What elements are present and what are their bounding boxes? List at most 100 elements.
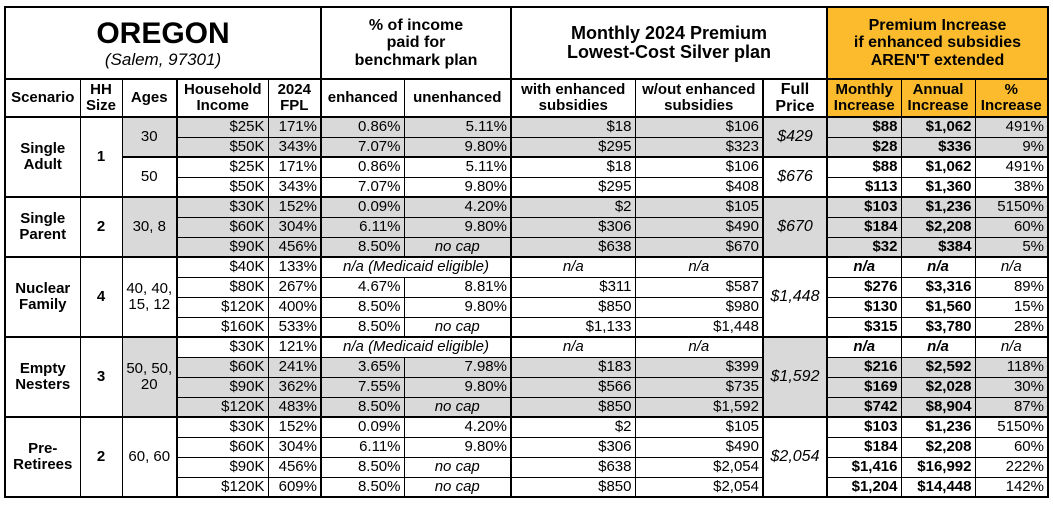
hh-size-value: 3 <box>79 336 123 418</box>
table-cell: 0.09% <box>320 196 405 218</box>
col-header-percent-increase: % Increase <box>974 78 1049 118</box>
table-cell: 121% <box>267 336 322 358</box>
table-cell: $1,062 <box>900 116 976 138</box>
table-cell: $28 <box>826 136 902 158</box>
table-cell: 118% <box>974 356 1049 378</box>
table-cell: 8.50% <box>320 476 405 498</box>
table-cell: 343% <box>267 136 322 158</box>
table-cell: 0.09% <box>320 416 405 438</box>
ages-value: 50 <box>121 156 178 198</box>
table-cell: n/a <box>974 336 1049 358</box>
table-cell: $88 <box>826 116 902 138</box>
region-title: OREGON (Salem, 97301) <box>4 6 322 80</box>
table-cell: $306 <box>510 216 636 238</box>
table-cell: $184 <box>826 216 902 238</box>
table-row: $80K 267% 4.67% 8.81% $311 $587 $276 $3,316 89% <box>5 276 1049 298</box>
table-cell: $490 <box>634 436 764 458</box>
table-cell: $323 <box>634 136 764 158</box>
table-cell: $1,360 <box>900 176 976 198</box>
table-cell: 483% <box>267 396 322 418</box>
table-cell: 28% <box>974 316 1049 338</box>
table-cell: $276 <box>826 276 902 298</box>
hh-size-value: 2 <box>79 196 123 258</box>
table-cell: 456% <box>267 456 322 478</box>
table-cell: $16,992 <box>900 456 976 478</box>
header-premium-group: Monthly 2024 Premium Lowest-Cost Silver … <box>510 6 828 80</box>
table-cell: $1,416 <box>826 456 902 478</box>
table-cell: n/a <box>900 256 976 278</box>
table-cell: $18 <box>510 116 636 138</box>
table-cell: $2,208 <box>900 436 976 458</box>
table-cell: $120K <box>176 476 269 498</box>
table-cell: 4.20% <box>403 196 512 218</box>
scenario-label: Nuclear Family <box>4 256 81 338</box>
table-cell: $1,448 <box>634 316 764 338</box>
table-cell: 60% <box>974 216 1049 238</box>
table-cell: $103 <box>826 416 902 438</box>
table-cell: 171% <box>267 116 322 138</box>
full-price-value: $1,592 <box>762 336 828 418</box>
table-cell: $105 <box>634 416 764 438</box>
table-cell: 9.80% <box>403 436 512 458</box>
hh-size-value: 1 <box>79 116 123 198</box>
table-cell: 491% <box>974 116 1049 138</box>
table-cell: $183 <box>510 356 636 378</box>
table-cell: $2 <box>510 416 636 438</box>
table-cell: $60K <box>176 216 269 238</box>
table-cell: $160K <box>176 316 269 338</box>
table-cell: $587 <box>634 276 764 298</box>
hh-size-value: 4 <box>79 256 123 338</box>
table-row: Pre- Retirees 2 60, 60 $30K 152% 0.09% 4.20% $2… <box>4 416 1049 498</box>
table-cell: 8.50% <box>320 236 405 258</box>
table-cell: $30K <box>176 416 269 438</box>
region-location: (Salem, 97301) <box>104 49 222 69</box>
table-cell: 400% <box>267 296 322 318</box>
table-row: Single Adult 1 30 $25K 171% 0.86% 5.11% $18 $106… <box>4 116 1049 198</box>
table-cell: 456% <box>267 236 322 258</box>
col-header-2024-fpl: 2024 FPL <box>267 78 322 118</box>
table-cell: $80K <box>176 276 269 298</box>
table-cell: 267% <box>267 276 322 298</box>
table-cell: 6.11% <box>320 216 405 238</box>
table-cell: no cap <box>403 236 512 258</box>
table-cell: 222% <box>974 456 1049 478</box>
table-cell: $30K <box>176 196 269 218</box>
table-cell: 533% <box>267 316 322 338</box>
table-cell: $103 <box>826 196 902 218</box>
table-cell: $2,054 <box>634 456 764 478</box>
table-cell: n/a <box>634 336 764 358</box>
col-header-hh-size: HH Size <box>79 78 123 118</box>
table-cell: $8,904 <box>900 396 976 418</box>
table-cell: 142% <box>974 476 1049 498</box>
table-cell: 8.50% <box>320 396 405 418</box>
table-row: $90K 362% 7.55% 9.80% $566 $735 $169 $2,028 30% <box>5 376 1049 398</box>
table-cell: $2,592 <box>900 356 976 378</box>
ages-value: 50, 50, 20 <box>121 336 178 418</box>
table-cell: 0.86% <box>320 156 405 178</box>
table-cell: $1,133 <box>510 316 636 338</box>
table-cell: no cap <box>403 396 512 418</box>
table-cell: $216 <box>826 356 902 378</box>
table-cell: 9.80% <box>403 216 512 238</box>
table-cell: $311 <box>510 276 636 298</box>
table-cell: 3.65% <box>320 356 405 378</box>
table-cell: no cap <box>403 456 512 478</box>
table-cell: $2,208 <box>900 216 976 238</box>
table-cell: $90K <box>176 236 269 258</box>
col-header-monthly-increase: Monthly Increase <box>826 78 902 118</box>
scenario-label: Single Parent <box>4 196 81 258</box>
region-name: OREGON <box>96 16 230 50</box>
table-cell: $30K <box>176 336 269 358</box>
table-cell: $60K <box>176 436 269 458</box>
table-cell: 9% <box>974 136 1049 158</box>
table-cell: n/a (Medicaid eligible) <box>320 336 512 358</box>
table-row: $50K 343% 7.07% 9.80% $295 $323 $28 $336 9% <box>5 136 1049 158</box>
table-row: $60K 241% 3.65% 7.98% $183 $399 $216 $2,592 118% <box>5 356 1049 378</box>
scenario-label: Single Adult <box>4 116 81 198</box>
full-price-value: $670 <box>762 196 828 258</box>
col-header-ages: Ages <box>121 78 178 118</box>
table-cell: $25K <box>176 116 269 138</box>
ages-value: 60, 60 <box>121 416 178 498</box>
table-cell: no cap <box>403 316 512 338</box>
table-cell: n/a <box>634 256 764 278</box>
